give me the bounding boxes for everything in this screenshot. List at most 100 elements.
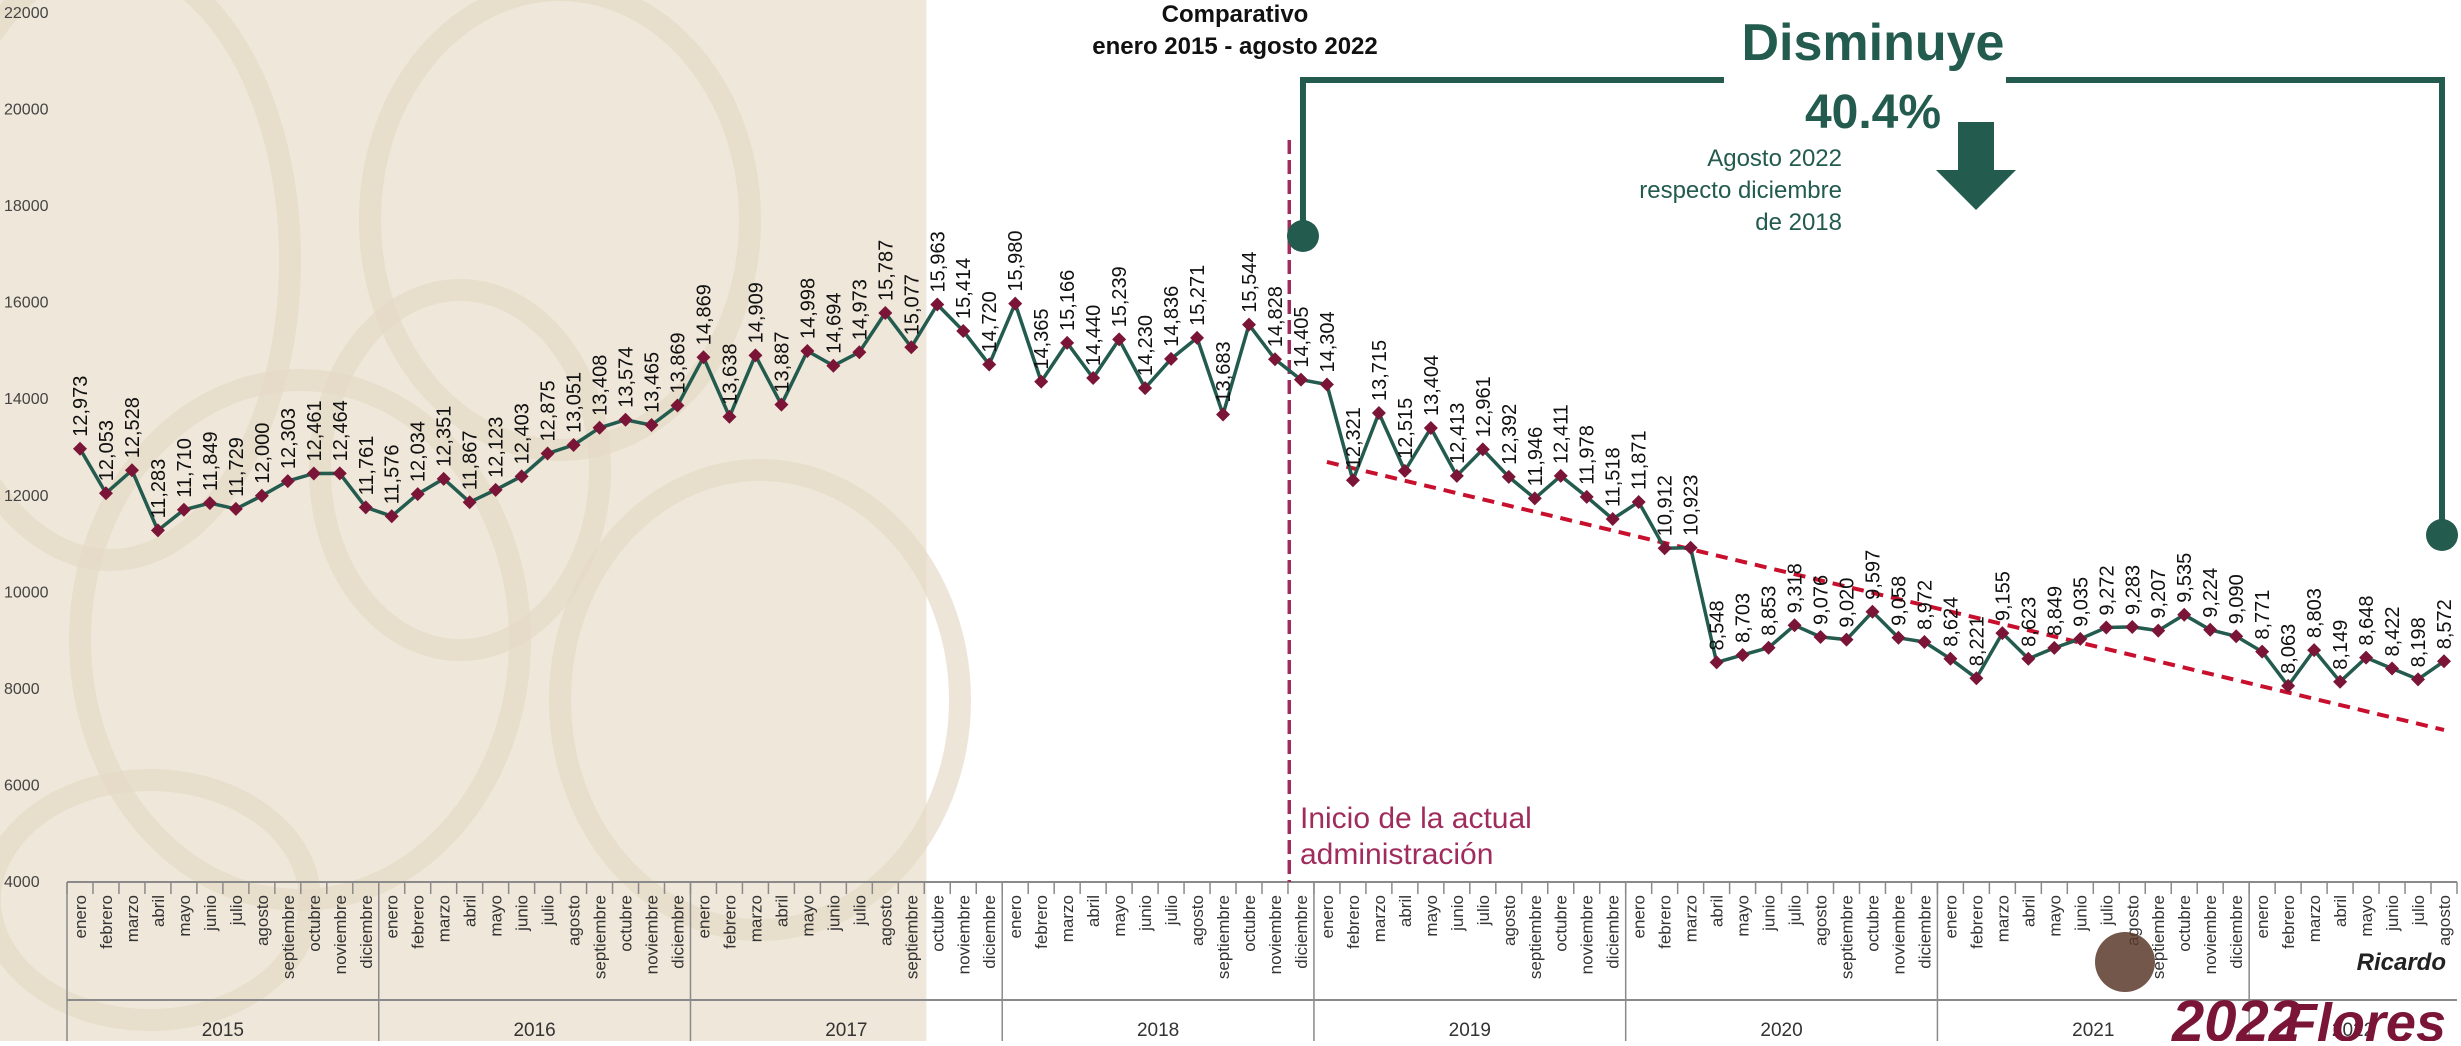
data-point <box>410 487 425 502</box>
portrait-icon <box>2095 932 2155 992</box>
data-label: 15,980 <box>1005 230 1027 291</box>
data-label: 10,923 <box>1681 475 1703 536</box>
data-point <box>1164 351 1179 366</box>
data-label: 12,053 <box>96 420 118 481</box>
data-point <box>852 345 867 360</box>
data-point <box>1813 629 1828 644</box>
data-point <box>1605 512 1620 527</box>
data-point <box>748 348 763 363</box>
x-tick-label: julio <box>1162 895 1181 926</box>
data-point <box>1242 317 1257 332</box>
data-label: 13,051 <box>564 372 586 433</box>
x-tick-label: noviembre <box>1889 895 1908 974</box>
x-tick-label: marzo <box>435 895 454 942</box>
y-axis: 4000 6000 8000 10000 12000 14000 16000 18000 200… <box>4 5 49 891</box>
data-label: 13,574 <box>616 347 638 408</box>
data-point <box>1527 491 1542 506</box>
bracket-end-dot <box>2426 519 2458 551</box>
x-tick-label: abril <box>2331 895 2350 927</box>
data-point <box>1345 473 1360 488</box>
data-point <box>1579 489 1594 504</box>
data-point <box>1891 630 1906 645</box>
x-tick-label: diciembre <box>1292 895 1311 969</box>
data-point <box>1709 655 1724 670</box>
data-label: 12,321 <box>1343 407 1365 468</box>
trend-line-group <box>1326 460 2445 732</box>
data-label: 8,624 <box>1940 597 1962 647</box>
data-point <box>2281 678 2296 693</box>
year-label: 2019 <box>1449 1020 1491 1041</box>
x-tick-label: febrero <box>1032 895 1051 949</box>
data-label: 11,518 <box>1603 447 1625 507</box>
data-point <box>384 509 399 524</box>
data-point <box>254 488 269 503</box>
data-label: 14,304 <box>1317 311 1339 372</box>
data-label: 8,198 <box>2408 617 2430 667</box>
data-point <box>2073 631 2088 646</box>
x-tick-label: marzo <box>1993 895 2012 942</box>
x-tick-label: febrero <box>409 895 428 949</box>
data-label: 15,077 <box>901 274 923 335</box>
data-label: 9,076 <box>1811 575 1833 625</box>
year-label: 2021 <box>2072 1020 2114 1041</box>
chart-title-line1: Comparativo <box>1162 1 1309 28</box>
data-label: 9,207 <box>2148 569 2170 619</box>
data-label: 11,729 <box>226 437 248 497</box>
data-point <box>2047 640 2062 655</box>
data-point <box>982 357 997 372</box>
data-point <box>2099 620 2114 635</box>
data-point <box>904 340 919 355</box>
data-point <box>696 350 711 365</box>
data-point <box>2151 623 2166 638</box>
x-tick-label: diciembre <box>357 895 376 969</box>
data-point <box>1190 330 1205 345</box>
y-tick-label: 10000 <box>4 584 49 601</box>
data-point <box>1501 469 1516 484</box>
x-tick-label: junio <box>201 895 220 932</box>
x-tick-label: mayo <box>798 895 817 937</box>
data-point <box>332 466 347 481</box>
data-point <box>98 486 113 501</box>
year-label: 2018 <box>1137 1020 1179 1041</box>
x-tick-label: enero <box>1006 895 1025 938</box>
data-label: 9,272 <box>2096 565 2118 615</box>
x-tick-label: diciembre <box>668 895 687 969</box>
y-tick-label: 12000 <box>4 488 49 505</box>
data-label: 9,155 <box>1992 571 2014 621</box>
data-point <box>1553 468 1568 483</box>
year-label: 2017 <box>825 1020 867 1041</box>
data-label: 12,515 <box>1395 398 1417 459</box>
data-label: 8,648 <box>2356 596 2378 646</box>
data-label: 14,998 <box>797 278 819 339</box>
data-label: 13,715 <box>1369 340 1391 401</box>
x-tick-label: octubre <box>1552 895 1571 952</box>
callout-percent: 40.4% <box>1805 86 1941 139</box>
brand-year: 2022 <box>2171 989 2301 1041</box>
x-tick-label: agosto <box>1500 895 1519 946</box>
data-label: 12,034 <box>408 421 430 482</box>
data-point <box>1397 463 1412 478</box>
data-label: 15,166 <box>1057 270 1079 331</box>
data-point <box>1449 468 1464 483</box>
x-tick-label: septiembre <box>279 895 298 979</box>
data-label: 8,623 <box>2018 597 2040 647</box>
y-tick-label: 20000 <box>4 102 49 119</box>
data-point <box>1839 632 1854 647</box>
data-label: 8,803 <box>2304 588 2326 638</box>
x-tick-label: febrero <box>2279 895 2298 949</box>
x-tick-label: septiembre <box>902 895 921 979</box>
x-tick-label: abril <box>461 895 480 927</box>
brand-name-line2: Flores <box>2284 993 2446 1041</box>
data-label: 12,392 <box>1499 404 1521 465</box>
data-point <box>514 469 529 484</box>
x-tick-label: diciembre <box>980 895 999 969</box>
data-label: 12,000 <box>252 423 274 484</box>
x-tick-label: junio <box>2383 895 2402 932</box>
data-point <box>1943 651 1958 666</box>
x-tick-label: octubre <box>1863 895 1882 952</box>
data-label: 11,710 <box>174 438 196 498</box>
data-point <box>540 446 555 461</box>
x-tick-label: abril <box>2019 895 2038 927</box>
x-tick-label: diciembre <box>1915 895 1934 969</box>
